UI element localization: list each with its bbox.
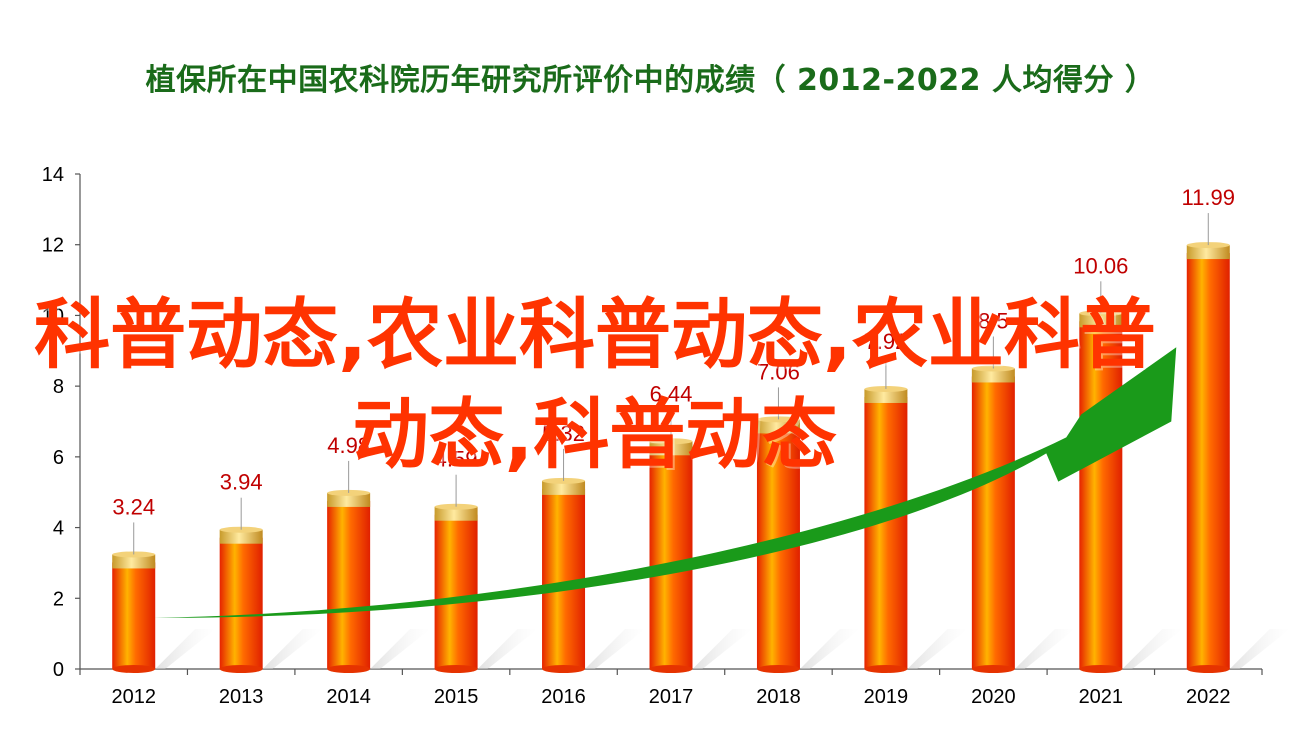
bar — [864, 396, 908, 669]
bar-base — [219, 665, 263, 673]
data-label: 8.5 — [978, 308, 1009, 333]
bar-base — [1079, 665, 1123, 673]
bar-base — [1186, 665, 1230, 673]
bar-cap — [971, 368, 1015, 383]
chart-title: 植保所在中国农科院历年研究所评价中的成绩（ 2012-2022 人均得分 ） — [145, 63, 1156, 98]
bar-shadow — [1229, 629, 1290, 669]
y-tick-label: 8 — [53, 376, 64, 398]
x-tick-label: 2020 — [971, 686, 1016, 708]
bar-cap — [864, 388, 908, 403]
bar-base — [112, 665, 156, 673]
data-label: 10.06 — [1073, 253, 1128, 278]
bar-base — [971, 665, 1015, 673]
bar — [434, 514, 478, 669]
x-tick-label: 2014 — [326, 686, 371, 708]
bar — [219, 537, 263, 669]
x-tick-label: 2019 — [864, 686, 909, 708]
bar-cap — [1079, 313, 1123, 328]
x-tick-label: 2021 — [1079, 686, 1124, 708]
data-label: 3.24 — [112, 494, 155, 519]
x-tick-label: 2017 — [649, 686, 694, 708]
y-tick-label: 0 — [53, 659, 64, 681]
data-label: 4.59 — [435, 447, 478, 472]
y-tick-label: 12 — [42, 235, 64, 257]
bar-cap — [219, 529, 263, 544]
bar-shadow — [262, 629, 323, 669]
data-label: 5.32 — [542, 421, 585, 446]
x-tick-label: 2015 — [434, 686, 479, 708]
bar-base — [434, 665, 478, 673]
y-tick-label: 10 — [42, 305, 64, 327]
bar-base — [756, 665, 800, 673]
bar-cap — [112, 554, 156, 569]
x-tick-label: 2018 — [756, 686, 801, 708]
bar-base — [542, 665, 586, 673]
x-tick-label: 2013 — [219, 686, 264, 708]
y-tick-label: 2 — [53, 588, 64, 610]
x-tick-label: 2012 — [111, 686, 156, 708]
y-tick-label: 14 — [42, 164, 64, 186]
bar — [542, 488, 586, 669]
data-label: 4.98 — [327, 433, 370, 458]
bar-cap — [542, 480, 586, 495]
data-label: 3.94 — [220, 470, 263, 495]
trend-arrow — [153, 347, 1177, 618]
bar-base — [649, 665, 693, 673]
bar-base — [864, 665, 908, 673]
y-tick-label: 4 — [53, 518, 64, 540]
data-label: 11.99 — [1182, 185, 1235, 210]
bar-shadow — [585, 629, 646, 669]
bar — [112, 562, 156, 669]
bar-shadow — [477, 629, 538, 669]
bar-shadow — [1014, 629, 1075, 669]
bar-cap — [756, 419, 800, 434]
bar-shadow — [907, 629, 968, 669]
bar — [327, 500, 371, 669]
x-tick-label: 2022 — [1186, 686, 1231, 708]
bar — [971, 376, 1015, 669]
bar-shadow — [799, 629, 860, 669]
bar-cap — [1186, 245, 1230, 260]
data-label: 6.44 — [650, 381, 693, 406]
x-tick-label: 2016 — [541, 686, 586, 708]
bar-shadow — [370, 629, 431, 669]
bar-cap — [434, 506, 478, 521]
bar-shadow — [155, 629, 216, 669]
data-label: 7.06 — [757, 359, 800, 384]
data-label: 7.92 — [864, 329, 907, 354]
bar-cap — [649, 441, 693, 456]
bar — [1186, 253, 1230, 669]
bar-shadow — [692, 629, 753, 669]
y-tick-label: 6 — [53, 447, 64, 469]
bar-cap — [327, 492, 371, 507]
bar-base — [327, 665, 371, 673]
bar — [1079, 321, 1123, 669]
bar-shadow — [1122, 629, 1183, 669]
